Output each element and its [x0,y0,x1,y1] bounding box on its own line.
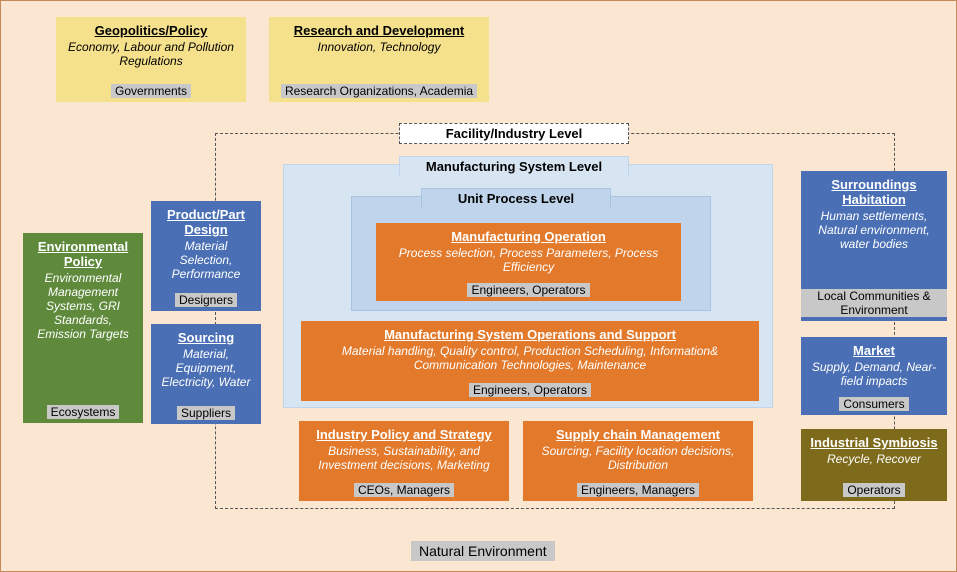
symbiosis-title: Industrial Symbiosis [809,435,939,450]
sourcing-subtitle: Material, Equipment, Electricity, Water [159,347,253,389]
facility-level-label: Facility/Industry Level [399,123,629,144]
rnd-title: Research and Development [277,23,481,38]
surroundings-actors: Local Communities & Environment [801,289,947,317]
market-subtitle: Supply, Demand, Near-field impacts [809,360,939,388]
geopolitics-subtitle: Economy, Labour and Pollution Regulation… [64,40,238,68]
surroundings-subtitle: Human settlements, Natural environment, … [809,209,939,251]
supplychain-subtitle: Sourcing, Facility location decisions, D… [531,444,745,472]
productdesign-box: Product/Part DesignMaterial Selection, P… [151,201,261,311]
indpolicy-subtitle: Business, Sustainability, and Investment… [307,444,501,472]
surroundings-title: Surroundings Habitation [809,177,939,207]
productdesign-title: Product/Part Design [159,207,253,237]
sourcing-title: Sourcing [159,330,253,345]
productdesign-subtitle: Material Selection, Performance [159,239,253,281]
mfgop-title: Manufacturing Operation [384,229,673,244]
mfgop-subtitle: Process selection, Process Parameters, P… [384,246,673,274]
market-actors: Consumers [839,397,908,411]
symbiosis-actors: Operators [843,483,904,497]
rnd-actors: Research Organizations, Academia [281,84,477,98]
envpolicy-box: Environmental PolicyEnvironmental Manage… [23,233,143,423]
envpolicy-title: Environmental Policy [31,239,135,269]
symbiosis-box: Industrial Symbiosis Recycle, Recover Oper… [801,429,947,501]
envpolicy-subtitle: Environmental Management Systems, GRI St… [31,271,135,341]
surroundings-box: Surroundings HabitationHuman settlements… [801,171,947,321]
rnd-subtitle: Innovation, Technology [277,40,481,54]
sourcing-actors: Suppliers [177,406,235,420]
sourcing-box: Sourcing Material, Equipment, Electricity… [151,324,261,424]
indpolicy-title: Industry Policy and Strategy [307,427,501,442]
mfgsys-title: Manufacturing System Operations and Supp… [309,327,751,342]
mfgsys-actors: Engineers, Operators [469,383,591,397]
unit-level-label: Unit Process Level [421,188,611,208]
geopolitics-actors: Governments [111,84,191,98]
supplychain-box: Supply chain Management Sourcing, Facilit… [523,421,753,501]
symbiosis-subtitle: Recycle, Recover [809,452,939,466]
market-title: Market [809,343,939,358]
mfgsys-box: Manufacturing System Operations and Supp… [301,321,759,401]
supplychain-title: Supply chain Management [531,427,745,442]
mfgsys-subtitle: Material handling, Quality control, Prod… [309,344,751,372]
rnd-box: Research and Development Innovation, Tech… [269,17,489,102]
envpolicy-actors: Ecosystems [47,405,120,419]
supplychain-actors: Engineers, Managers [577,483,699,497]
productdesign-actors: Designers [175,293,237,307]
indpolicy-box: Industry Policy and Strategy Business, Su… [299,421,509,501]
geopolitics-box: Geopolitics/Policy Economy, Labour and Po… [56,17,246,102]
diagram-canvas: Facility/Industry Level Manufacturing Sy… [0,0,957,572]
geopolitics-title: Geopolitics/Policy [64,23,238,38]
natural-environment-label: Natural Environment [411,541,555,561]
system-level-label: Manufacturing System Level [399,156,629,176]
indpolicy-actors: CEOs, Managers [354,483,454,497]
market-box: Market Supply, Demand, Near-field impacts… [801,337,947,415]
mfgop-actors: Engineers, Operators [467,283,589,297]
mfgop-box: Manufacturing Operation Process selection… [376,223,681,301]
